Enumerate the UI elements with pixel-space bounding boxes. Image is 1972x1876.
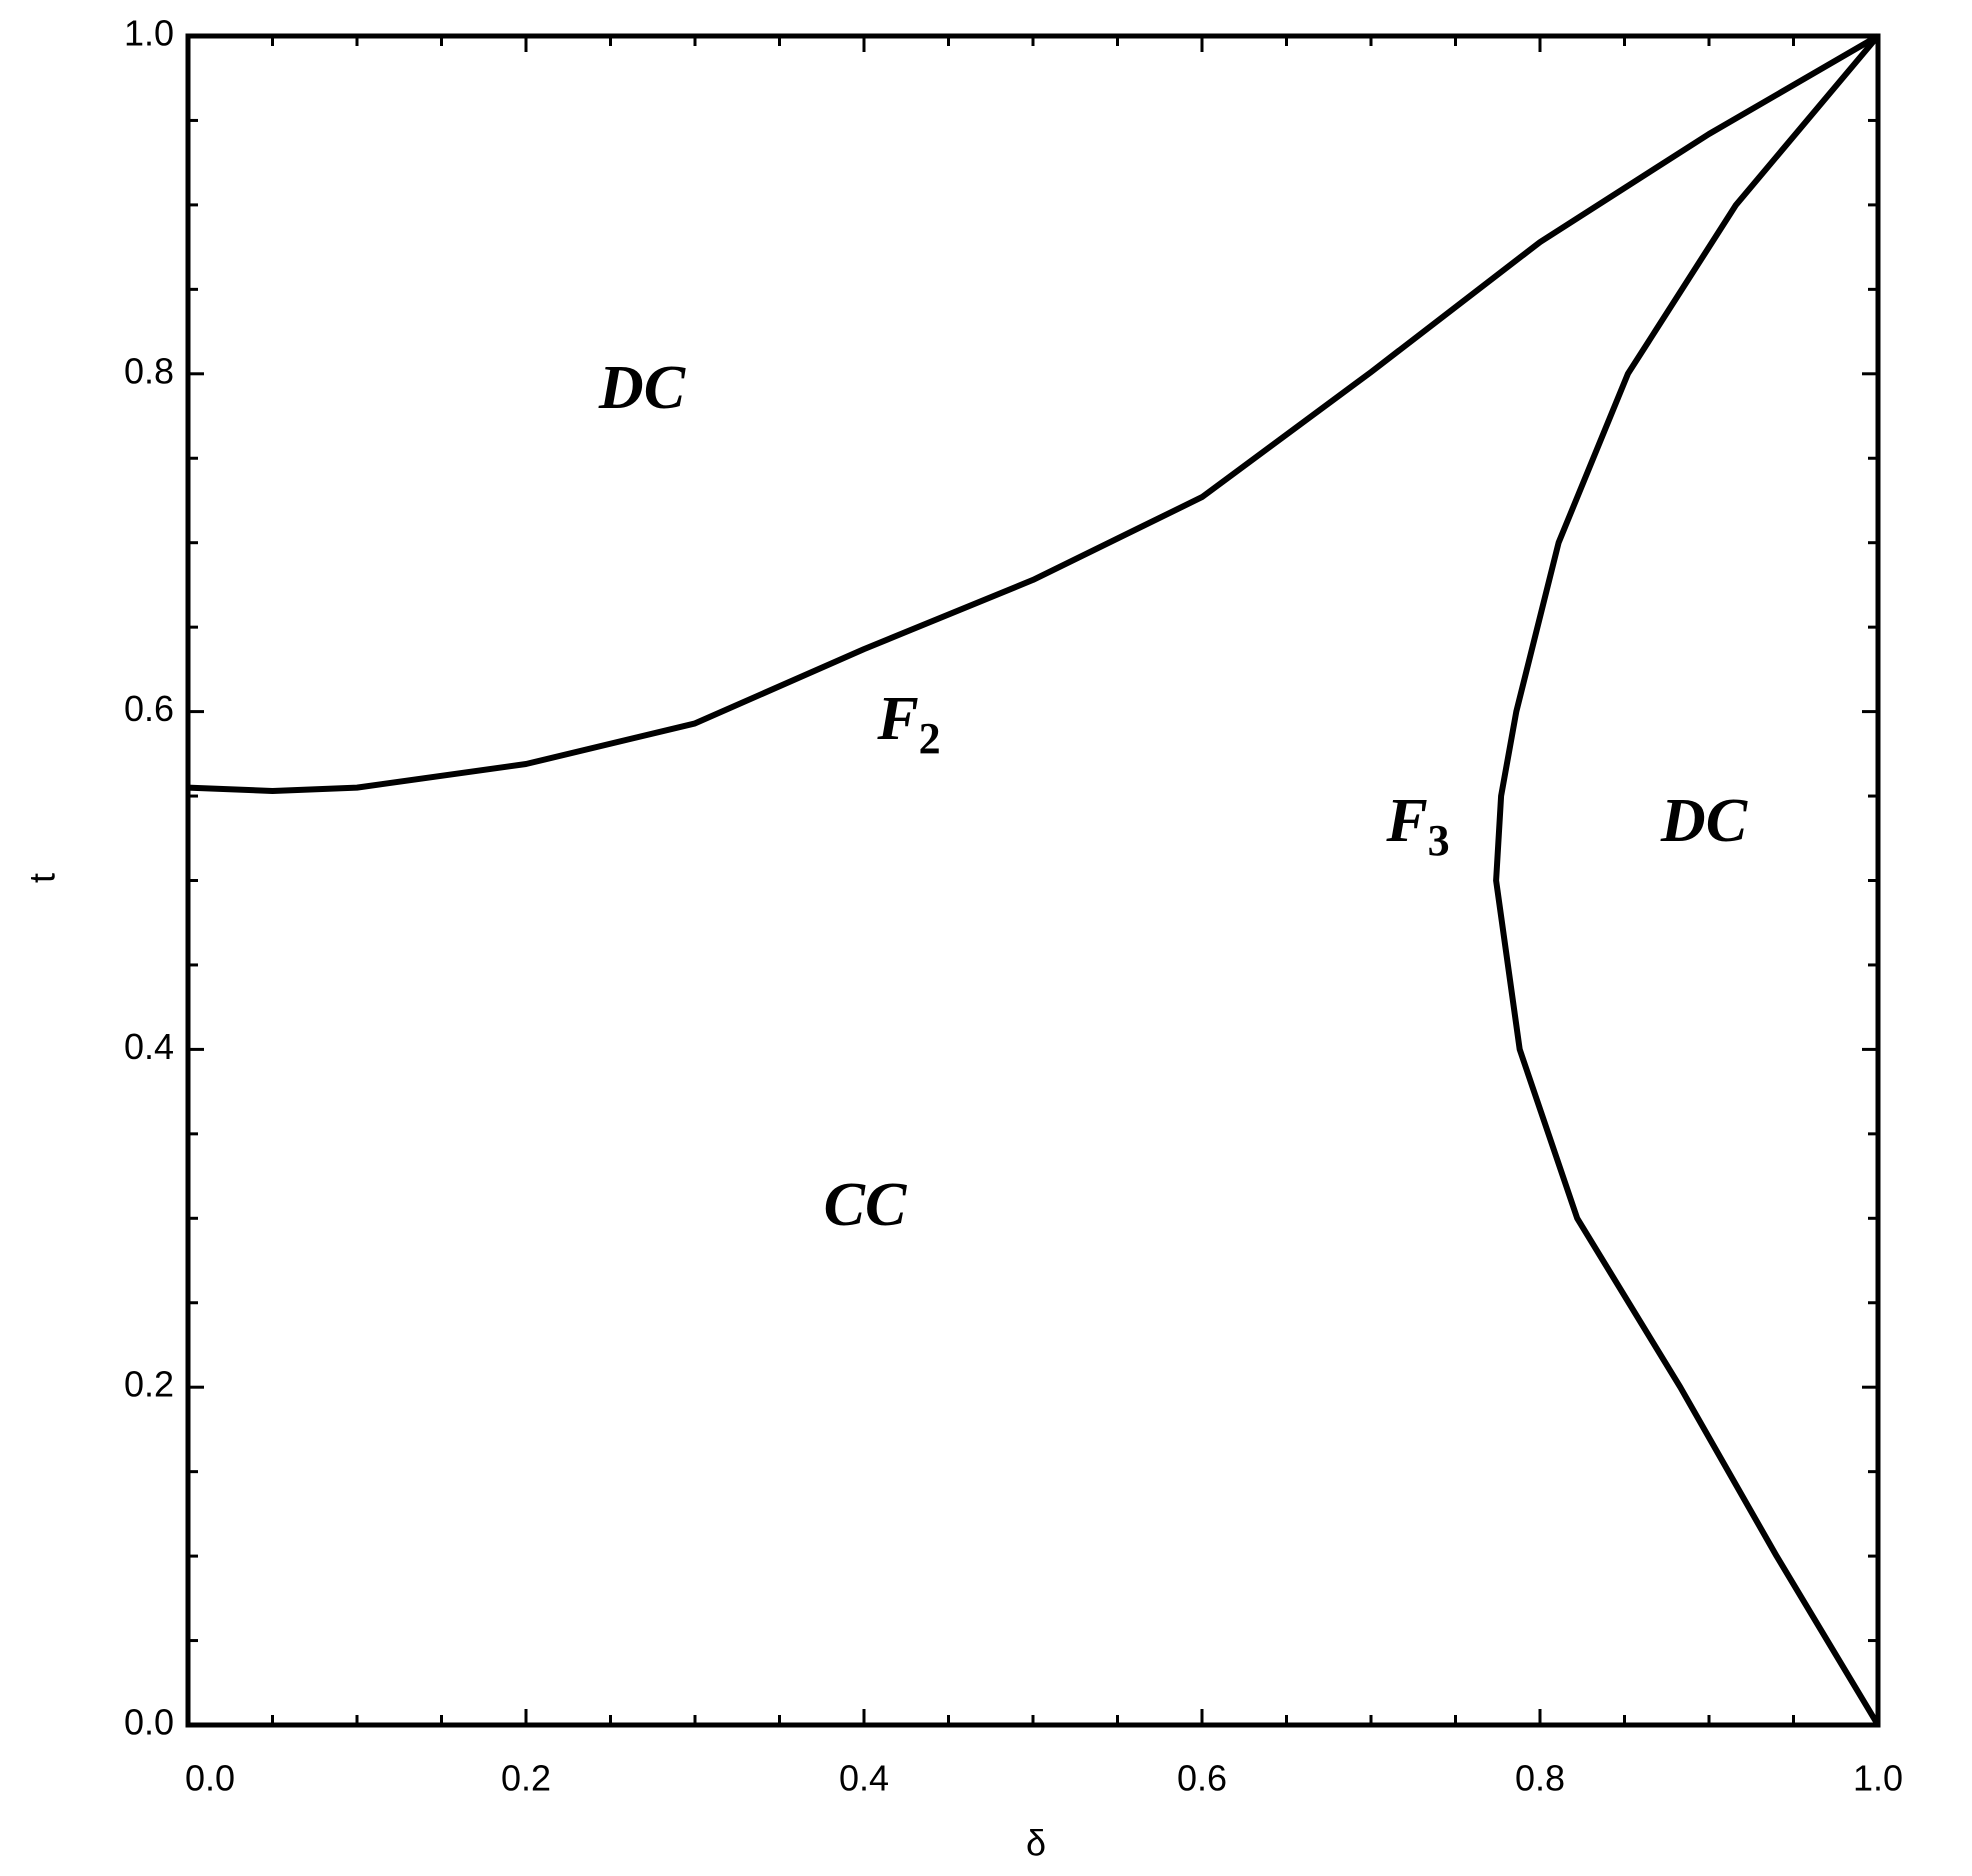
region-label-text: F: [1385, 787, 1427, 855]
y-tick-label: 0.8: [124, 350, 174, 391]
y-tick-label: 0.2: [124, 1364, 174, 1405]
x-tick-label: 0.0: [185, 1758, 235, 1799]
region-label-subscript: 3: [1428, 816, 1450, 865]
x-tick-label: 1.0: [1853, 1758, 1903, 1799]
y-tick-label: 1.0: [124, 13, 174, 54]
region-label-text: CC: [824, 1171, 907, 1239]
region-label-text: DC: [1660, 787, 1748, 855]
plot-frame: [185, 33, 1881, 1728]
y-tick-label: 0.0: [124, 1702, 174, 1743]
y-axis-label: t: [22, 873, 63, 883]
x-tick-label: 0.2: [501, 1758, 551, 1799]
curve: [1493, 34, 1881, 1727]
region-label: DC: [598, 354, 686, 422]
region-label: F3: [1385, 787, 1449, 865]
region-label-subscript: 2: [919, 714, 941, 763]
y-tick-label: 0.6: [124, 688, 174, 729]
x-tick-label: 0.4: [839, 1758, 889, 1799]
region-label: CC: [824, 1171, 907, 1239]
y-tick-label: 0.4: [124, 1026, 174, 1067]
x-tick-label: 0.6: [1177, 1758, 1227, 1799]
x-tick-label: 0.8: [1515, 1758, 1565, 1799]
region-label-text: F: [876, 685, 918, 753]
region-label: F2: [876, 685, 940, 763]
curve: [187, 33, 1880, 794]
region-label: DC: [1660, 787, 1748, 855]
x-axis-label: δ: [1026, 1823, 1046, 1864]
region-label-text: DC: [598, 354, 686, 422]
